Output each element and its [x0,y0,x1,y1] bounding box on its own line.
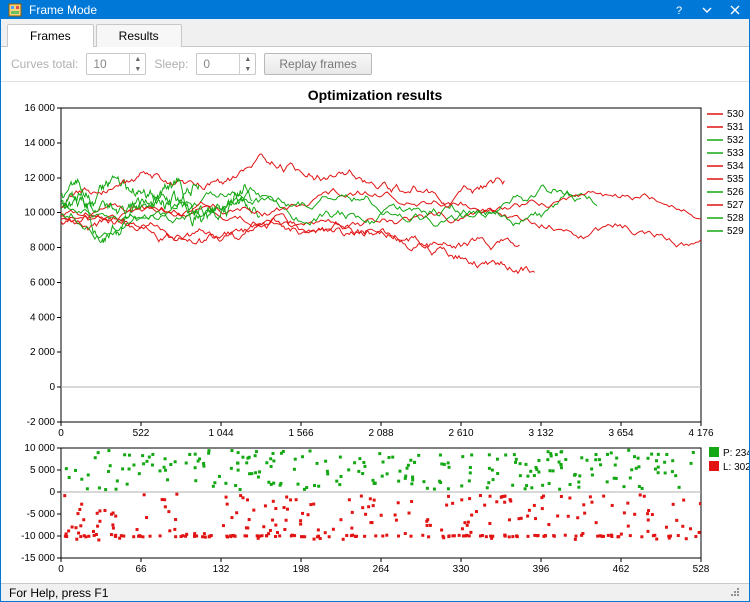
svg-text:Optimization results: Optimization results [308,87,443,103]
svg-text:12 000: 12 000 [24,173,55,184]
svg-text:526: 526 [727,187,744,198]
svg-text:14 000: 14 000 [24,138,55,149]
svg-text:L: 302: L: 302 [723,462,749,473]
svg-text:10 000: 10 000 [24,443,55,454]
curves-total-spinner[interactable]: ▲▼ [86,53,146,75]
svg-text:198: 198 [293,564,310,575]
svg-text:2 088: 2 088 [368,428,393,439]
svg-text:3 132: 3 132 [528,428,553,439]
svg-text:16 000: 16 000 [24,103,55,114]
svg-text:534: 534 [727,161,744,172]
svg-text:532: 532 [727,135,744,146]
spin-down-icon[interactable]: ▼ [240,64,255,74]
svg-text:10 000: 10 000 [24,208,55,219]
svg-text:8 000: 8 000 [30,243,55,254]
svg-text:5 000: 5 000 [30,465,55,476]
tabs: Frames Results [1,19,749,47]
svg-text:529: 529 [727,226,744,237]
svg-text:1 566: 1 566 [288,428,313,439]
replay-frames-button[interactable]: Replay frames [264,53,371,75]
svg-text:66: 66 [135,564,147,575]
svg-text:0: 0 [49,487,55,498]
tab-results[interactable]: Results [96,24,182,47]
svg-text:0: 0 [58,564,64,575]
toolbar: Curves total: ▲▼ Sleep: ▲▼ Replay frames [1,47,749,82]
curves-total-input[interactable] [87,54,129,74]
svg-text:535: 535 [727,174,744,185]
svg-text:527: 527 [727,200,744,211]
svg-text:264: 264 [373,564,390,575]
tab-frames[interactable]: Frames [7,24,94,47]
svg-text:-10 000: -10 000 [21,531,55,542]
svg-text:530: 530 [727,109,744,120]
svg-text:462: 462 [613,564,630,575]
svg-text:4 176: 4 176 [688,428,713,439]
toggle-button[interactable] [699,2,715,18]
svg-text:-5 000: -5 000 [27,509,56,520]
svg-text:533: 533 [727,148,744,159]
svg-text:528: 528 [727,213,744,224]
chart-area: Optimization results-2 00002 0004 0006 0… [1,82,749,583]
svg-text:1 044: 1 044 [208,428,233,439]
curves-total-label: Curves total: [11,57,78,71]
svg-text:528: 528 [693,564,710,575]
spin-up-icon[interactable]: ▲ [130,54,145,64]
svg-text:2 610: 2 610 [448,428,473,439]
sleep-spinner[interactable]: ▲▼ [196,53,256,75]
svg-text:P: 234: P: 234 [723,448,749,459]
svg-text:?: ? [676,5,682,16]
resize-grip-icon[interactable] [727,584,741,601]
window-title: Frame Mode [29,3,671,17]
titlebar: Frame Mode ? [1,1,749,19]
app-icon [7,2,23,18]
svg-text:330: 330 [453,564,470,575]
spin-down-icon[interactable]: ▼ [130,64,145,74]
sleep-input[interactable] [197,54,239,74]
svg-text:522: 522 [133,428,150,439]
close-button[interactable] [727,2,743,18]
svg-text:6 000: 6 000 [30,277,55,288]
svg-text:4 000: 4 000 [30,312,55,323]
svg-text:-2 000: -2 000 [27,417,56,428]
svg-text:132: 132 [213,564,230,575]
svg-text:0: 0 [49,382,55,393]
svg-text:396: 396 [533,564,550,575]
svg-text:-15 000: -15 000 [21,553,55,564]
svg-text:2 000: 2 000 [30,347,55,358]
svg-text:531: 531 [727,122,744,133]
status-text: For Help, press F1 [9,586,108,600]
spin-up-icon[interactable]: ▲ [240,54,255,64]
sleep-label: Sleep: [154,57,188,71]
svg-text:0: 0 [58,428,64,439]
svg-text:3 654: 3 654 [608,428,633,439]
help-button[interactable]: ? [671,2,687,18]
statusbar: For Help, press F1 [1,583,749,601]
